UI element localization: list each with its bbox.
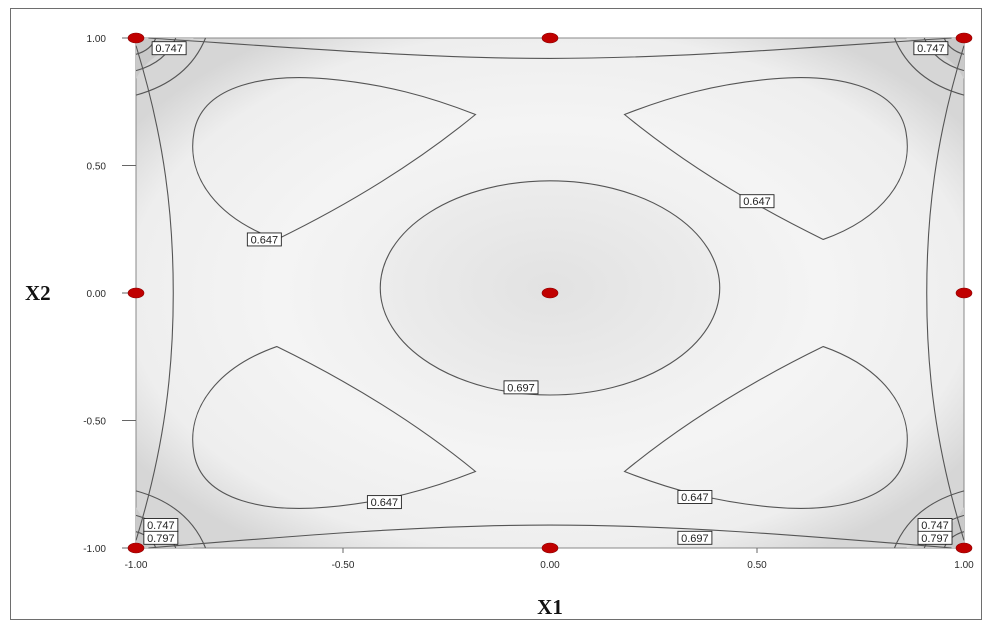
contour-label-text: 0.647 [743,196,771,208]
contour-corner [135,37,157,55]
contour-label-text: 0.647 [371,497,399,509]
contour-lines [135,37,965,549]
corner-shade [136,38,194,79]
contour-label: 0.647 [366,495,402,510]
design-point [541,542,559,554]
contour-label-text: 0.697 [681,533,709,545]
contour-label-box [366,495,402,510]
contour-label-box [917,530,953,545]
contour-0697-center [379,180,721,396]
contour-plot: 0.747 0.747 0.647 0.647 0.697 0.647 0.647 0.747… [25,32,974,619]
design-point [127,287,145,299]
x-tick-label: -1.00 [125,560,148,571]
contour-label-text: 0.797 [921,533,949,545]
contour-label-box [913,41,949,56]
x-axis-title: X1 [537,595,563,619]
design-point [127,542,145,554]
contour-label-text: 0.797 [147,533,175,545]
y-tick-label: 0.00 [87,289,107,300]
y-tick-label: 1.00 [87,34,107,45]
design-point [955,542,973,554]
y-tick-label: 0.50 [87,162,107,173]
contour-label-box [143,530,179,545]
y-axis-title: X2 [25,281,51,305]
contour-corner [943,37,965,55]
design-point [127,32,145,44]
contour-0647-lobe [192,345,477,509]
contour-label: 0.747 [151,41,187,56]
contour-label: 0.697 [503,380,539,395]
contour-label: 0.797 [917,530,953,545]
contour-0647-lobe [623,345,908,509]
contour-0647-lobe [192,77,477,241]
contour-label: 0.647 [739,194,775,209]
contour-label: 0.647 [246,232,282,247]
design-point [955,287,973,299]
x-tick-label: 0.00 [540,560,560,571]
contour-label-box [677,530,713,545]
contour-label-text: 0.647 [251,234,279,246]
contour-label-box [739,194,775,209]
y-tick-label: -1.00 [83,544,106,555]
contour-label-box [677,490,713,504]
contour-label: 0.747 [143,518,179,532]
contour-label-box [151,41,187,56]
design-point [541,32,559,44]
contour-label-text: 0.747 [147,520,175,532]
contour-label-text: 0.747 [155,43,183,55]
contour-edge [135,45,174,541]
contour-label: 0.747 [913,41,949,56]
contour-labels: 0.747 0.747 0.647 0.647 0.697 0.647 0.647 0.747… [143,41,953,545]
contour-corner [893,490,965,549]
chart-frame: 0.747 0.747 0.647 0.647 0.697 0.647 0.647 0.747… [10,8,982,620]
contour-label-text: 0.747 [917,43,945,55]
contour-corner [893,37,965,96]
x-tick-label: -0.50 [332,560,355,571]
contour-label: 0.747 [917,518,953,532]
contour-label-text: 0.697 [507,382,535,394]
tick-labels: -1.00 -0.50 0.00 0.50 1.00 -1.00 -0.50 0.00 0.50… [83,34,974,571]
contour-edge [926,45,965,541]
contour-label-text: 0.647 [681,492,709,504]
contour-label-text: 0.747 [921,520,949,532]
contour-edge [148,37,952,59]
design-point [955,32,973,44]
contour-corner [135,37,207,96]
corner-shade [906,38,964,79]
contour-label-box [246,232,282,247]
contour-label-box [503,380,539,395]
contour-corner [135,490,207,549]
x-tick-label: 1.00 [954,560,974,571]
y-tick-label: -0.50 [83,417,106,428]
contour-label: 0.647 [677,490,713,504]
contour-label: 0.797 [143,530,179,545]
contour-label: 0.697 [677,530,713,545]
x-tick-label: 0.50 [747,560,767,571]
contour-0647-lobe [623,77,908,241]
contour-edge [148,524,952,549]
design-point [541,287,559,299]
design-points [127,32,973,554]
